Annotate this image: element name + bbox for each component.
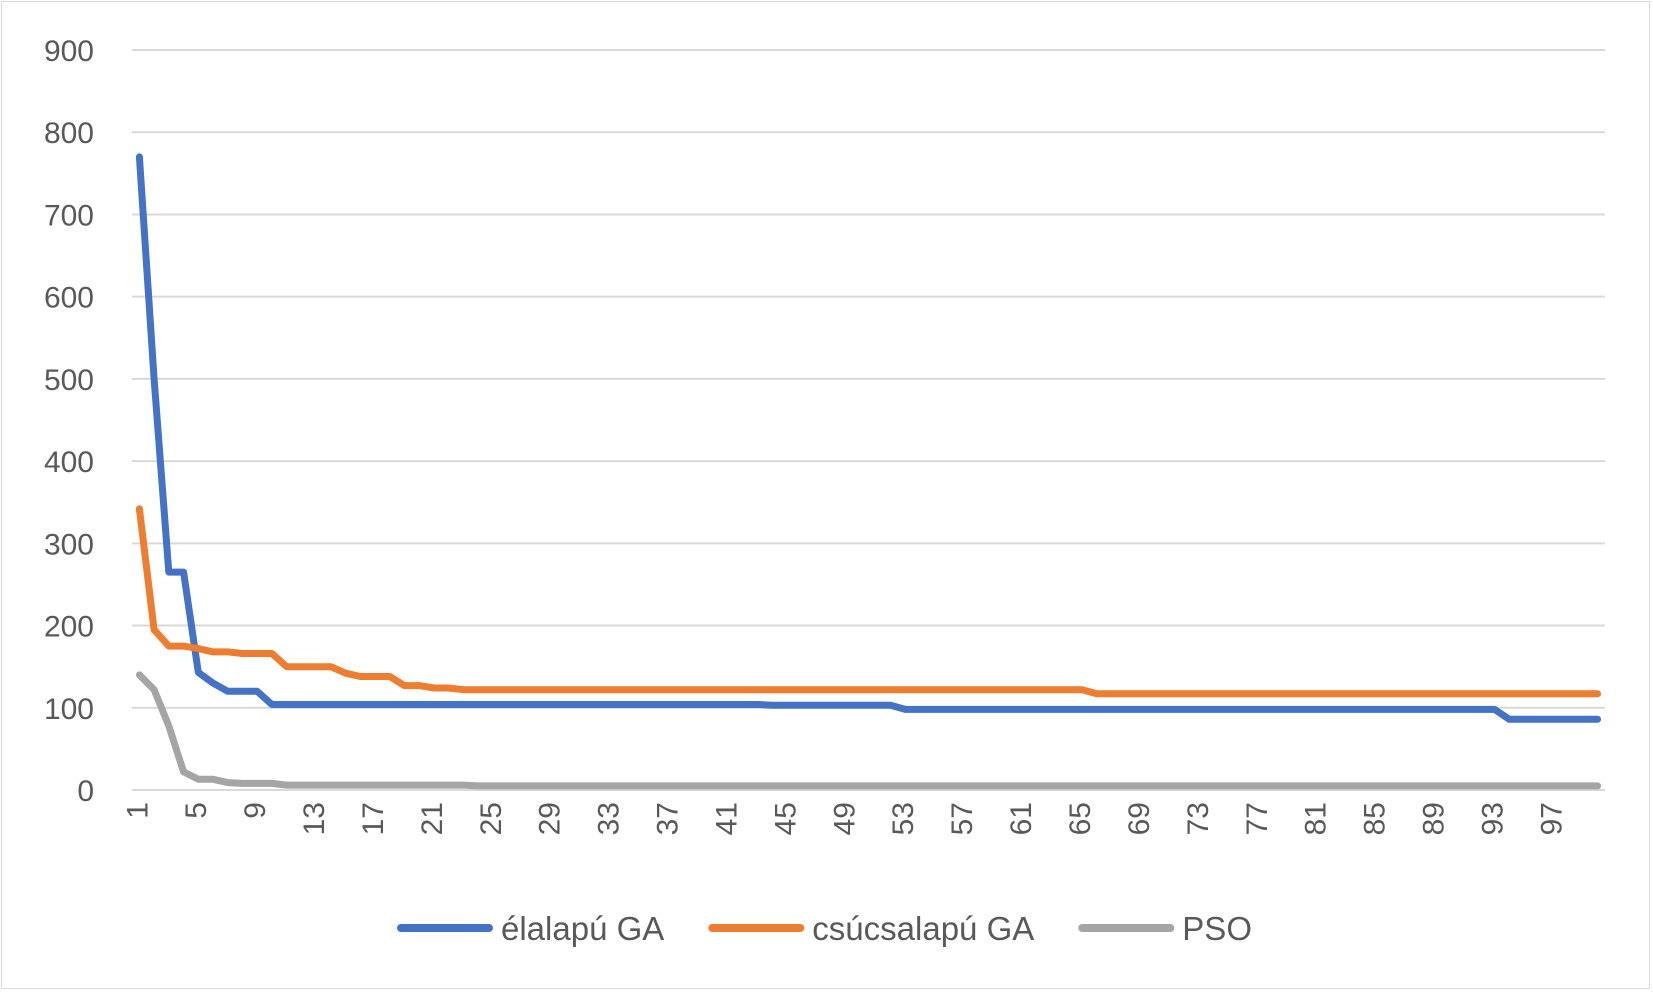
y-tick-label: 300 (44, 528, 94, 561)
series-line (135, 153, 1602, 723)
y-tick-label: 100 (44, 693, 94, 726)
legend-item: csúcsalapú GA (708, 910, 1034, 947)
x-tick-label: 53 (887, 802, 920, 835)
gridlines (132, 49, 1605, 791)
x-tick-label: 17 (357, 802, 390, 835)
x-tick-label: 45 (769, 802, 802, 835)
x-tick-label: 13 (298, 802, 331, 835)
x-tick-label: 1 (121, 802, 154, 819)
x-tick-label: 69 (1123, 802, 1156, 835)
x-tick-label: 9 (239, 802, 272, 819)
x-axis: 1 5 9 13 17 21 25 29 33 37 41 45 49 53 57 61 65 69 73 77 81 8… (121, 802, 1568, 835)
y-tick-label: 800 (44, 117, 94, 150)
x-tick-label: 61 (1005, 802, 1038, 835)
y-axis: 0 100 200 300 400 500 600 700 800 900 (44, 35, 94, 808)
legend-item: PSO (1078, 910, 1252, 947)
x-tick-label: 25 (475, 802, 508, 835)
legend-label: PSO (1182, 910, 1252, 947)
y-tick-label: 500 (44, 364, 94, 397)
x-tick-label: 37 (652, 802, 685, 835)
x-tick-label: 81 (1300, 802, 1333, 835)
y-tick-label: 400 (44, 446, 94, 479)
series-line (135, 671, 1602, 790)
y-tick-label: 600 (44, 282, 94, 315)
x-tick-label: 21 (416, 802, 449, 835)
x-tick-label: 5 (180, 802, 213, 819)
legend-item: élalapú GA (397, 910, 664, 947)
series-line (135, 505, 1602, 698)
x-tick-label: 29 (534, 802, 567, 835)
x-tick-label: 85 (1359, 802, 1392, 835)
x-tick-label: 41 (710, 802, 743, 835)
y-tick-label: 900 (44, 35, 94, 68)
x-tick-label: 97 (1535, 802, 1568, 835)
x-tick-label: 57 (946, 802, 979, 835)
y-tick-label: 700 (44, 199, 94, 232)
legend-label: élalapú GA (501, 910, 664, 947)
legend-label: csúcsalapú GA (812, 910, 1034, 947)
x-tick-label: 89 (1418, 802, 1451, 835)
y-tick-label: 0 (77, 775, 94, 808)
x-tick-label: 93 (1476, 802, 1509, 835)
x-tick-label: 65 (1064, 802, 1097, 835)
series-lines (135, 153, 1602, 790)
legend: élalapú GA csúcsalapú GA PSO (397, 910, 1252, 947)
x-tick-label: 49 (828, 802, 861, 835)
x-tick-label: 33 (593, 802, 626, 835)
x-tick-label: 73 (1182, 802, 1215, 835)
x-tick-label: 77 (1241, 802, 1274, 835)
y-tick-label: 200 (44, 611, 94, 644)
